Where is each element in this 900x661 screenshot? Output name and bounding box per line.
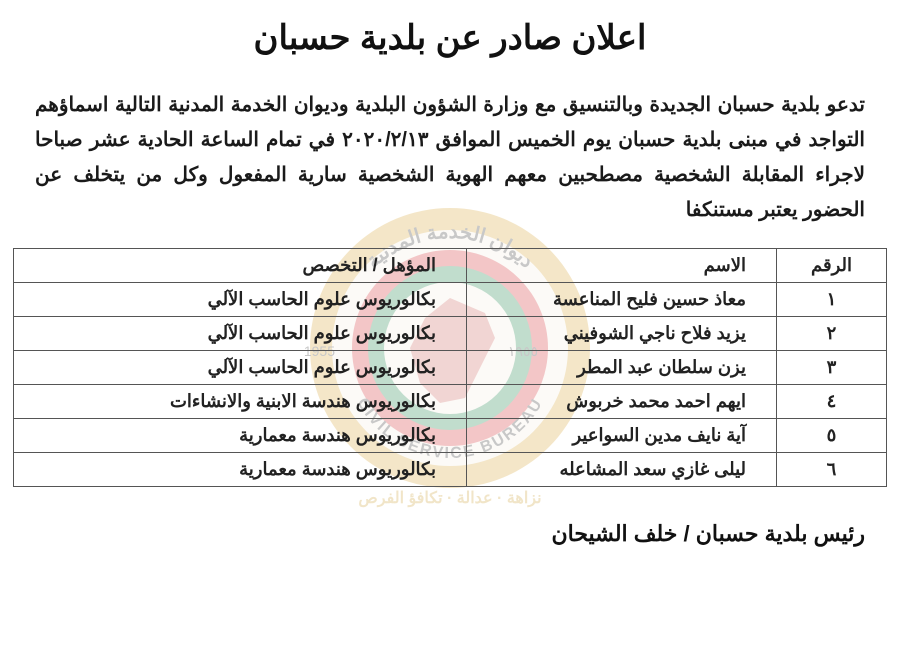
candidates-table: الرقم الاسم المؤهل / التخصص ١معاذ حسين ف…	[13, 248, 887, 487]
cell-name: ايهم احمد محمد خربوش	[467, 385, 777, 419]
cell-number: ٦	[777, 453, 887, 487]
table-row: ٢يزيد فلاح ناجي الشوفينيبكالوريوس علوم ا…	[14, 317, 887, 351]
col-name: الاسم	[467, 249, 777, 283]
table-row: ٦ليلى غازي سعد المشاعلهبكالوريوس هندسة م…	[14, 453, 887, 487]
cell-number: ٢	[777, 317, 887, 351]
cell-number: ٣	[777, 351, 887, 385]
announcement-body: تدعو بلدية حسبان الجديدة وبالتنسيق مع وز…	[35, 88, 865, 228]
cell-qualification: بكالوريوس علوم الحاسب الآلي	[14, 351, 467, 385]
col-number: الرقم	[777, 249, 887, 283]
cell-number: ٤	[777, 385, 887, 419]
table-row: ٥آية نايف مدين السواعيربكالوريوس هندسة م…	[14, 419, 887, 453]
cell-number: ٥	[777, 419, 887, 453]
cell-qualification: بكالوريوس علوم الحاسب الآلي	[14, 317, 467, 351]
cell-qualification: بكالوريوس هندسة الابنية والانشاءات	[14, 385, 467, 419]
cell-qualification: بكالوريوس هندسة معمارية	[14, 419, 467, 453]
cell-qualification: بكالوريوس هندسة معمارية	[14, 453, 467, 487]
table-header-row: الرقم الاسم المؤهل / التخصص	[14, 249, 887, 283]
cell-name: يزيد فلاح ناجي الشوفيني	[467, 317, 777, 351]
cell-name: آية نايف مدين السواعير	[467, 419, 777, 453]
seal-motto: نزاهة · عدالة · تكافؤ الفرص	[358, 490, 541, 508]
table-row: ٣يزن سلطان عبد المطربكالوريوس علوم الحاس…	[14, 351, 887, 385]
cell-name: معاذ حسين فليح المناعسة	[467, 283, 777, 317]
cell-name: ليلى غازي سعد المشاعله	[467, 453, 777, 487]
cell-name: يزن سلطان عبد المطر	[467, 351, 777, 385]
announcement-title: اعلان صادر عن بلدية حسبان	[0, 18, 900, 58]
cell-qualification: بكالوريوس علوم الحاسب الآلي	[14, 283, 467, 317]
table-row: ٤ايهم احمد محمد خربوشبكالوريوس هندسة الا…	[14, 385, 887, 419]
signature-line: رئيس بلدية حسبان / خلف الشيحان	[35, 521, 865, 547]
col-qualification: المؤهل / التخصص	[14, 249, 467, 283]
table-row: ١معاذ حسين فليح المناعسةبكالوريوس علوم ا…	[14, 283, 887, 317]
cell-number: ١	[777, 283, 887, 317]
